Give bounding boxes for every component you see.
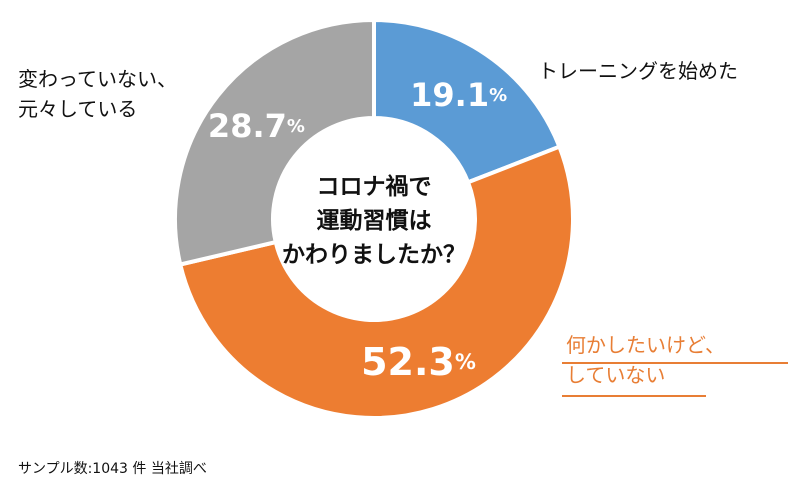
slice-want-but-not xyxy=(177,144,575,420)
chart-title-line-1: コロナ禍で xyxy=(316,174,432,200)
slice-value-unchanged: 28.7% xyxy=(208,107,305,145)
slice-label-want-but-not-line-1: 何かしたいけど、 xyxy=(566,333,725,357)
slice-label-unchanged-line-1: 変わっていない、 xyxy=(18,67,177,91)
slice-value-unit-start-training: % xyxy=(489,85,507,106)
slice-value-want-but-not: 52.3% xyxy=(361,340,476,384)
slice-label-want-but-not-line-2: していない xyxy=(566,363,666,387)
slice-start-training xyxy=(372,17,562,185)
slice-label-start-training: トレーニングを始めた xyxy=(538,56,738,86)
slice-value-unit-unchanged: % xyxy=(287,115,305,136)
slice-value-number-unchanged: 28.7 xyxy=(208,107,287,145)
slice-value-number-start-training: 19.1 xyxy=(410,76,489,114)
sample-footnote: サンプル数:1043 件 当社調べ xyxy=(18,461,207,477)
slice-value-number-want-but-not: 52.3 xyxy=(361,340,455,384)
chart-title: コロナ禍で 運動習慣は かわりましたか？ xyxy=(274,170,474,272)
label-underline-1 xyxy=(562,362,788,364)
slice-value-start-training: 19.1% xyxy=(410,76,507,114)
slice-label-start-training-line-1: トレーニングを始めた xyxy=(538,59,738,83)
chart-title-line-2: 運動習慣は xyxy=(316,208,432,234)
slice-label-want-but-not: 何かしたいけど、 していない xyxy=(566,330,725,390)
chart-title-line-3: かわりましたか？ xyxy=(282,242,466,268)
slice-label-unchanged-line-2: 元々している xyxy=(18,97,138,121)
slice-value-unit-want-but-not: % xyxy=(455,350,476,374)
label-underline-2 xyxy=(562,395,706,397)
slice-label-unchanged: 変わっていない、 元々している xyxy=(18,64,177,124)
slice-unchanged xyxy=(173,17,376,267)
